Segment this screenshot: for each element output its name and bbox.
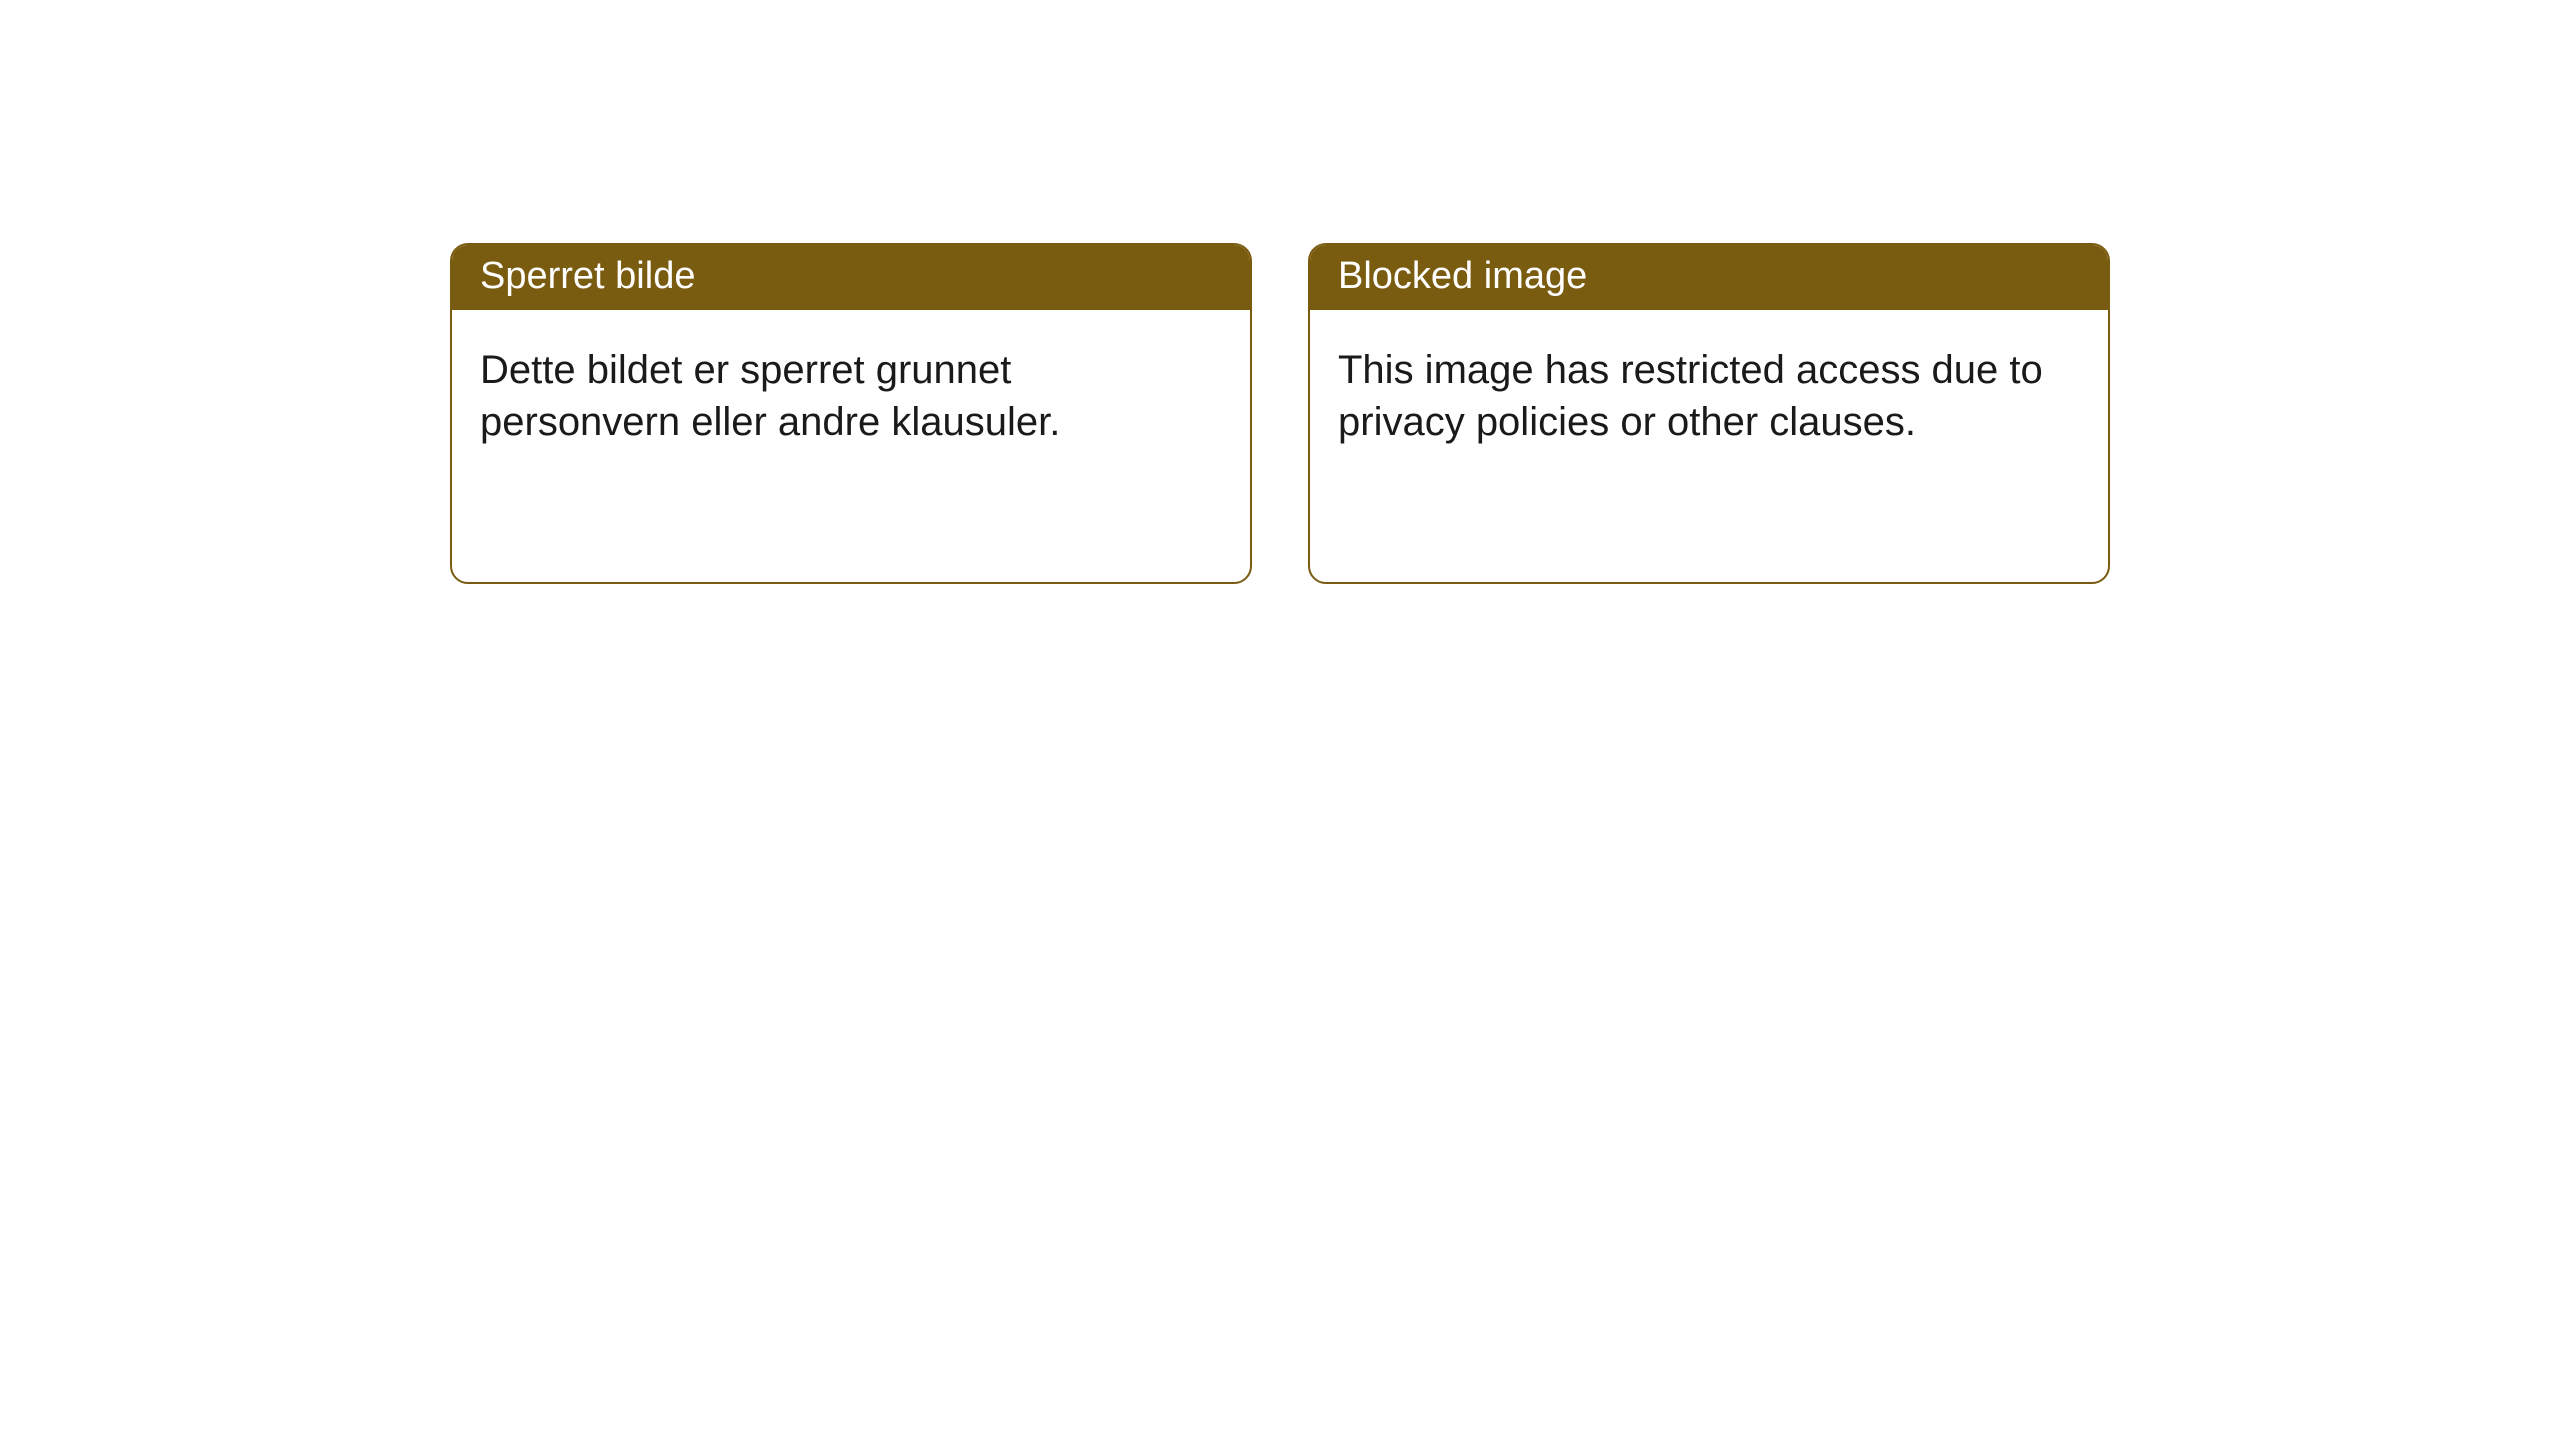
notice-body-english: This image has restricted access due to …	[1310, 310, 2108, 582]
notice-body-norwegian: Dette bildet er sperret grunnet personve…	[452, 310, 1250, 582]
notice-card-english: Blocked image This image has restricted …	[1308, 243, 2110, 584]
notice-title-norwegian: Sperret bilde	[452, 245, 1250, 310]
notice-card-norwegian: Sperret bilde Dette bildet er sperret gr…	[450, 243, 1252, 584]
notice-title-english: Blocked image	[1310, 245, 2108, 310]
notice-container: Sperret bilde Dette bildet er sperret gr…	[450, 243, 2110, 584]
